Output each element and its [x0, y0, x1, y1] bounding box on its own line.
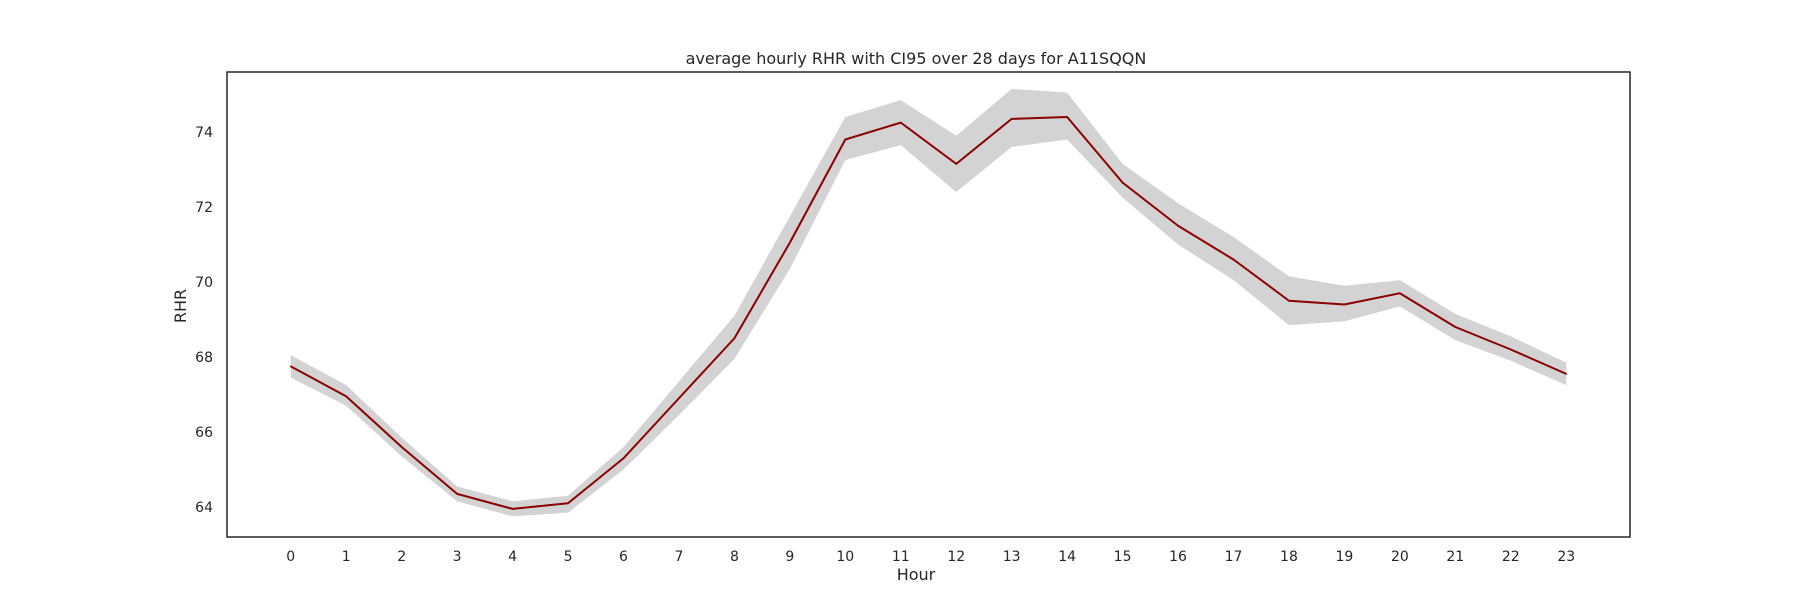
- x-tick-label: 15: [1114, 549, 1132, 565]
- y-axis-label: RHR: [171, 289, 190, 323]
- x-tick-label: 16: [1169, 549, 1187, 565]
- data-point: [899, 121, 902, 124]
- x-axis-ticks: 0 1 2 3 4 5 6 7 8 9 10 11 12 13 14 15 16 17 18 19 20 21 22 23: [286, 549, 1575, 565]
- data-point: [345, 395, 348, 398]
- x-tick-label: 1: [342, 549, 351, 565]
- data-point: [1121, 181, 1124, 184]
- data-point: [622, 457, 625, 460]
- data-point: [1565, 373, 1568, 375]
- plot-frame: [226, 71, 1631, 538]
- plot-area: [289, 88, 1568, 517]
- ci95-band: [290, 88, 1567, 517]
- y-tick-label: 72: [195, 200, 213, 216]
- x-tick-label: 19: [1335, 549, 1353, 565]
- y-axis-ticks: 64 66 68 70 72 74: [195, 125, 213, 516]
- x-tick-label: 17: [1225, 549, 1243, 565]
- data-point: [678, 397, 680, 400]
- x-tick-label: 5: [564, 549, 573, 565]
- data-point: [733, 337, 736, 340]
- data-point: [844, 138, 847, 141]
- x-tick-label: 2: [397, 549, 406, 565]
- x-tick-label: 4: [508, 549, 517, 565]
- x-tick-label: 21: [1446, 549, 1464, 565]
- data-point: [567, 502, 569, 505]
- rhr-mean-line: [290, 116, 1567, 510]
- y-tick-label: 68: [195, 350, 213, 366]
- x-tick-label: 14: [1058, 549, 1076, 565]
- x-tick-label: 7: [674, 549, 683, 565]
- x-tick-label: 10: [836, 549, 854, 565]
- data-point: [1066, 116, 1068, 118]
- data-point: [456, 493, 458, 495]
- x-tick-label: 8: [730, 549, 739, 565]
- data-point: [1010, 118, 1013, 120]
- x-tick-label: 12: [947, 549, 965, 565]
- data-point: [789, 241, 791, 244]
- x-tick-label: 18: [1280, 549, 1298, 565]
- x-tick-label: 23: [1557, 549, 1575, 565]
- x-tick-label: 13: [1003, 549, 1021, 565]
- data-point: [1343, 303, 1346, 306]
- x-tick-label: 6: [619, 549, 628, 565]
- y-tick-label: 64: [195, 500, 213, 516]
- data-point: [1509, 348, 1512, 351]
- x-tick-label: 0: [286, 549, 295, 565]
- x-tick-label: 22: [1502, 549, 1520, 565]
- chart-title: average hourly RHR with CI95 over 28 day…: [686, 49, 1147, 68]
- data-point: [1177, 224, 1179, 227]
- x-tick-label: 11: [892, 549, 910, 565]
- y-tick-label: 74: [195, 125, 213, 141]
- data-point: [1454, 326, 1457, 328]
- x-axis-label: Hour: [897, 565, 936, 584]
- x-tick-label: 3: [453, 549, 462, 565]
- data-point: [511, 508, 514, 510]
- data-point: [1232, 258, 1235, 261]
- data-point: [289, 365, 292, 368]
- x-tick-label: 9: [785, 549, 794, 565]
- data-point: [400, 446, 403, 448]
- y-tick-label: 66: [195, 425, 213, 441]
- data-point: [1399, 292, 1401, 295]
- y-tick-label: 70: [195, 275, 213, 291]
- x-tick-label: 20: [1391, 549, 1409, 565]
- data-point: [955, 163, 958, 165]
- data-point: [1288, 299, 1290, 302]
